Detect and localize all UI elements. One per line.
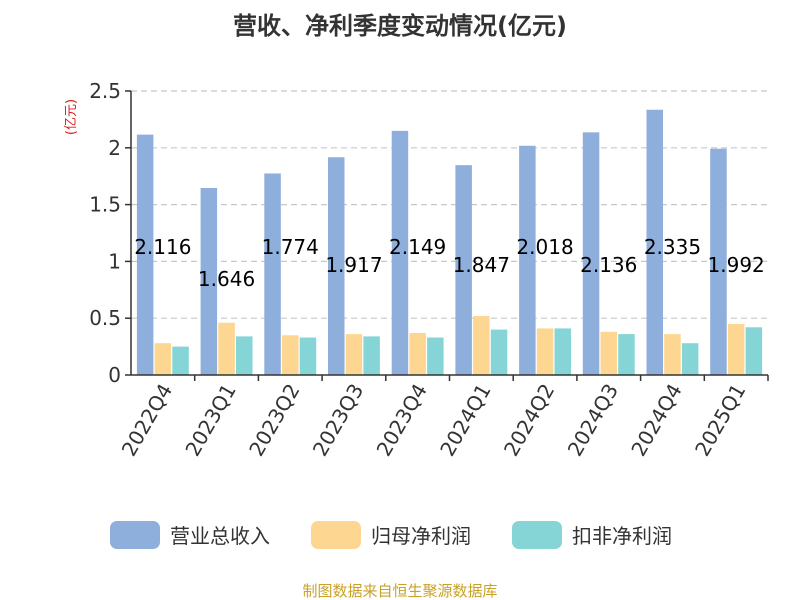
bar — [710, 148, 727, 375]
data-label: 1.917 — [325, 253, 382, 277]
legend-label: 扣非净利润 — [572, 524, 672, 548]
bar — [554, 328, 571, 375]
data-label: 1.992 — [708, 253, 765, 277]
legend-swatch — [512, 521, 562, 549]
legend-label: 营业总收入 — [170, 524, 270, 548]
legend: 营业总收入 归母净利润 扣非净利润 — [110, 521, 672, 549]
legend-swatch — [311, 521, 361, 549]
bar — [264, 173, 281, 375]
bar — [200, 188, 218, 375]
y-tick-label: 0.5 — [89, 306, 121, 330]
bar — [172, 346, 189, 375]
bar — [363, 336, 380, 375]
bar — [681, 343, 699, 375]
y-tick-label: 1 — [108, 249, 121, 273]
axes: 0 0.5 1 1.5 2 2.5 2022Q4 2023Q1 2023Q2 2023Q3 2023… — [89, 79, 769, 461]
legend-swatch — [110, 521, 160, 549]
data-label: 2.116 — [134, 235, 191, 259]
bar — [582, 132, 600, 375]
bar — [218, 322, 235, 375]
bar — [154, 343, 172, 375]
x-tick-label: 2024Q4 — [626, 380, 686, 461]
bar — [490, 329, 508, 375]
legend-label: 归母净利润 — [371, 524, 471, 548]
x-tick-label: 2024Q1 — [435, 379, 495, 460]
data-label: 2.149 — [389, 235, 446, 259]
data-label: 1.646 — [198, 267, 255, 291]
bars — [136, 109, 763, 375]
source-note: 制图数据来自恒生聚源数据库 — [302, 582, 497, 600]
bar — [727, 323, 745, 375]
bar — [455, 165, 472, 375]
x-tick-label: 2022Q4 — [117, 380, 177, 461]
bar — [646, 109, 663, 375]
y-tick-label: 2.5 — [89, 79, 121, 103]
bar — [427, 337, 444, 375]
bar — [600, 331, 617, 375]
bar — [136, 134, 154, 375]
bar — [282, 335, 299, 375]
bar — [299, 337, 317, 375]
x-tick-label: 2025Q1 — [690, 380, 750, 461]
bar — [618, 334, 635, 375]
data-label: 1.847 — [453, 253, 510, 277]
x-tick-label: 2023Q4 — [372, 380, 432, 461]
bar — [236, 336, 253, 375]
bar — [345, 334, 363, 375]
x-tick-label: 2023Q3 — [308, 380, 368, 461]
bar — [409, 332, 426, 375]
data-label: 2.136 — [580, 253, 637, 277]
x-tick-label: 2023Q1 — [180, 380, 240, 461]
bar — [745, 327, 763, 375]
bar — [473, 315, 490, 375]
y-tick-label: 1.5 — [89, 193, 121, 217]
bar — [391, 130, 409, 375]
bar — [664, 334, 681, 375]
x-tick-label: 2024Q2 — [499, 380, 559, 461]
y-unit-label: (亿元) — [64, 99, 79, 135]
bar — [519, 145, 536, 375]
x-tick-label: 2023Q2 — [244, 380, 304, 461]
data-label: 2.335 — [644, 235, 701, 259]
y-tick-label: 0 — [108, 363, 121, 387]
y-tick-label: 2 — [108, 136, 121, 160]
bar — [328, 157, 345, 375]
chart-title: 营收、净利季度变动情况(亿元) — [233, 12, 567, 40]
bar — [536, 328, 554, 375]
data-label: 2.018 — [516, 235, 573, 259]
data-label: 1.774 — [262, 235, 319, 259]
x-tick-label: 2024Q3 — [563, 380, 623, 461]
